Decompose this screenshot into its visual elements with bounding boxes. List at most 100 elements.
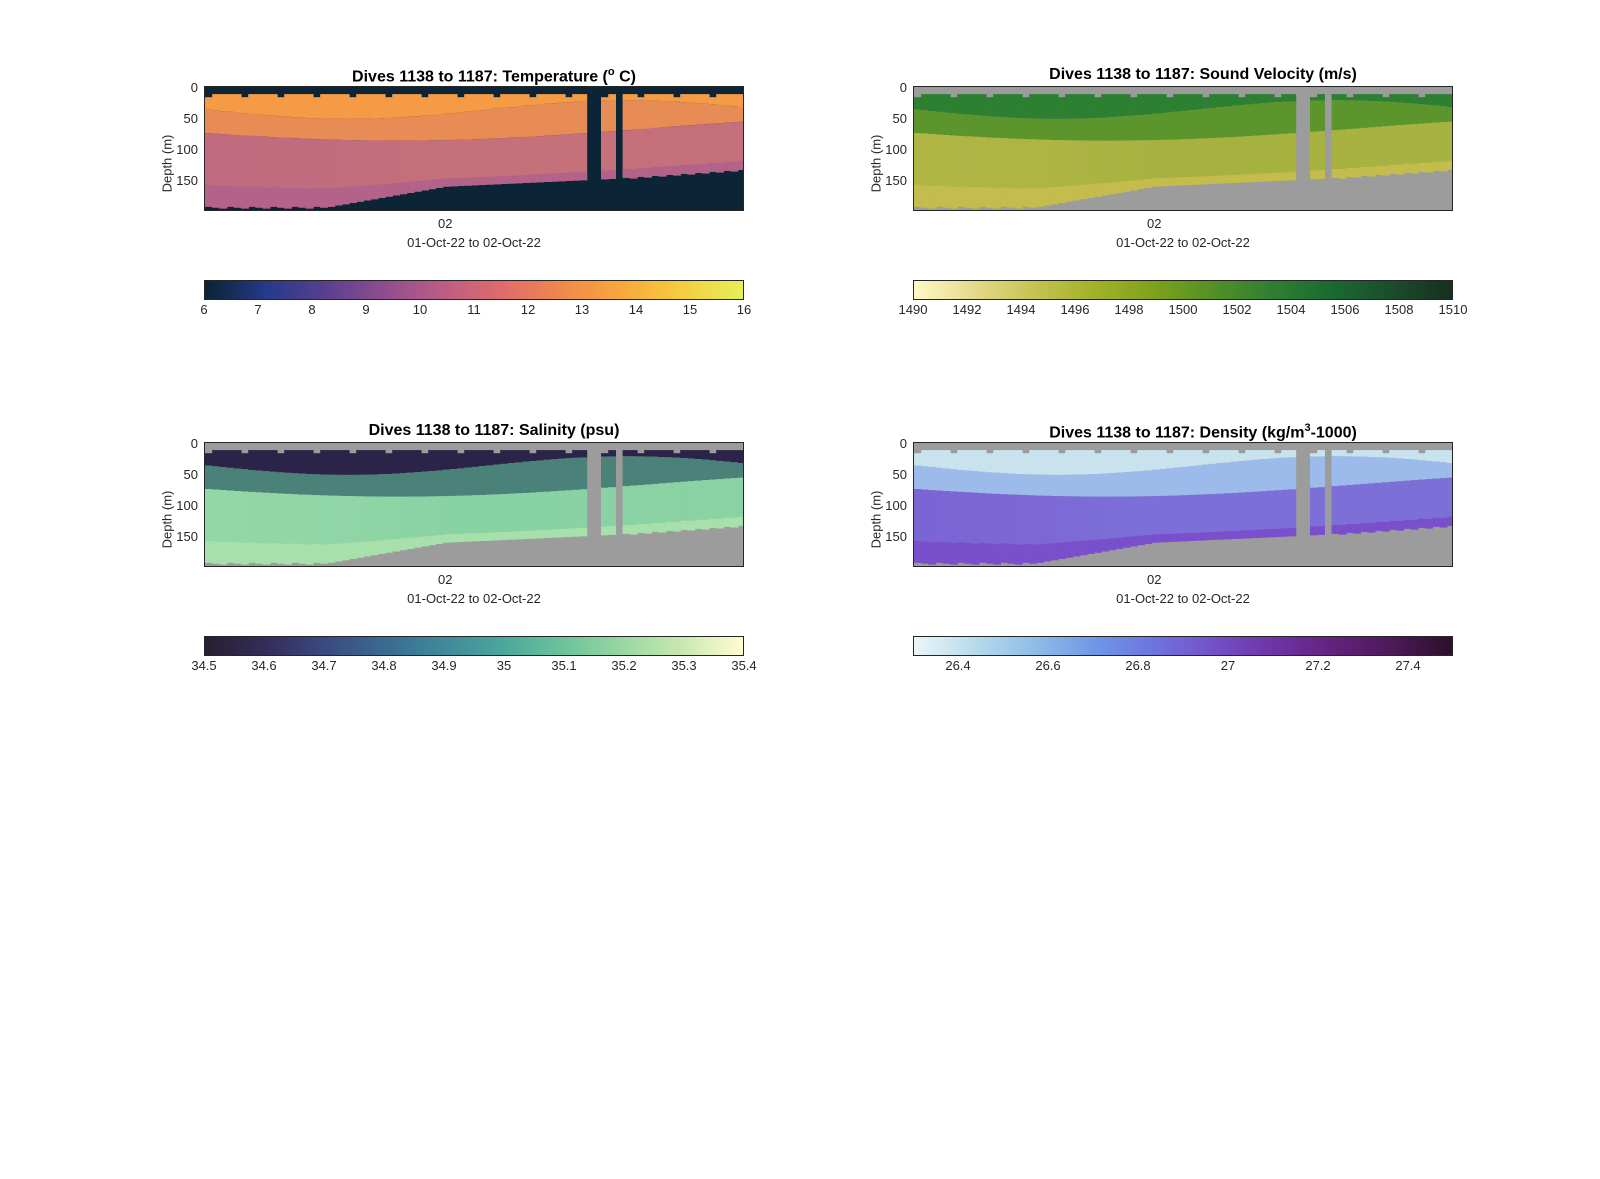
transition-layer-cell	[1180, 110, 1189, 140]
colorbar-swatch	[1115, 637, 1121, 655]
surface-layer-cell	[241, 453, 249, 470]
deep-layer-cell	[1389, 520, 1397, 530]
surface-layer-cell	[1374, 450, 1383, 458]
surface-layer-cell	[730, 94, 739, 107]
transition-layer-cell	[341, 474, 350, 496]
surface-layer-cell	[1432, 94, 1441, 106]
surface-layer-cell	[341, 94, 350, 119]
surface-layer-cell	[928, 450, 937, 468]
transition-layer-cell	[1230, 105, 1239, 137]
transition-layer-cell	[1202, 108, 1210, 139]
colorbar-swatch	[662, 637, 668, 655]
deep-layer-cell	[709, 518, 717, 528]
y-tick-label: 100	[885, 142, 907, 157]
deep-layer-cell	[1266, 134, 1275, 182]
colorbar-swatch	[1447, 281, 1452, 299]
deep-layer-cell	[608, 526, 616, 535]
surface-layer-cell	[1331, 450, 1340, 457]
deep-layer-cell	[978, 137, 987, 207]
colorbar-swatch	[1165, 281, 1171, 299]
colorbar-swatch	[1048, 281, 1054, 299]
deep-layer-cell	[1094, 539, 1102, 553]
transition-layer-cell	[1166, 468, 1174, 496]
surface-layer-cell	[1180, 450, 1189, 467]
colorbar-tick-label: 26.6	[1035, 658, 1061, 673]
surface-layer-cell	[248, 94, 256, 114]
colorbar-swatch	[644, 281, 650, 299]
colorbar-swatch	[254, 281, 260, 299]
transition-layer-cell	[658, 457, 667, 484]
transition-layer-cell	[1000, 473, 1009, 495]
transition-layer-cell	[701, 459, 710, 481]
deep-layer-cell	[320, 188, 328, 208]
deep-layer-cell	[964, 542, 973, 564]
deep-layer-cell	[942, 542, 951, 564]
transition-layer-cell	[233, 468, 242, 492]
surface-layer-cell	[1439, 450, 1448, 463]
deep-layer-cell	[457, 533, 465, 542]
colorbar-swatch	[545, 281, 551, 299]
transition-layer-cell	[1353, 100, 1361, 129]
colorbar-swatch	[290, 281, 296, 299]
surface-layer-cell	[1022, 453, 1030, 475]
colorbar-swatch	[1142, 281, 1148, 299]
deep-layer-cell	[334, 187, 343, 206]
colorbar-swatch	[1044, 637, 1050, 655]
colorbar-swatch	[949, 281, 955, 299]
colorbar-swatch	[1254, 281, 1260, 299]
transition-layer-cell	[1079, 474, 1088, 497]
y-tick-label: 50	[183, 467, 198, 482]
deep-layer-cell	[1382, 482, 1390, 532]
deep-layer-cell	[514, 137, 523, 184]
transition-layer-cell	[1173, 111, 1181, 140]
surface-layer-cell	[248, 450, 256, 470]
colorbar-swatch	[711, 281, 717, 299]
surface-layer-cell	[1058, 453, 1066, 475]
transition-layer-cell	[1238, 461, 1246, 493]
surface-layer-cell	[543, 94, 552, 104]
surface-layer-cell	[392, 450, 400, 474]
deep-layer-cell	[521, 492, 530, 539]
surface-layer-cell	[1446, 94, 1452, 108]
colorbar-swatch	[689, 281, 695, 299]
deep-layer-cell	[1403, 480, 1412, 529]
deep-layer-cell	[507, 493, 516, 540]
deep-layer-cell	[298, 544, 307, 564]
colorbar-swatch	[343, 281, 350, 299]
transition-layer-cell	[313, 118, 321, 140]
transition-layer-cell	[370, 118, 379, 141]
deep-layer-cell	[651, 166, 660, 176]
deep-layer-cell	[1274, 172, 1282, 181]
colorbar-swatch	[648, 637, 654, 655]
transition-layer-cell	[935, 111, 944, 135]
colorbar-swatch	[1380, 637, 1386, 655]
surface-layer-cell	[385, 97, 393, 118]
transition-layer-cell	[421, 115, 429, 141]
transition-layer-cell	[212, 110, 220, 134]
surface-layer-cell	[1288, 94, 1297, 102]
colorbar-swatch	[1214, 637, 1220, 655]
deep-layer-cell	[680, 164, 688, 174]
colorbar-swatch	[478, 281, 484, 299]
surface-layer-cell	[942, 450, 951, 469]
colorbar-swatch	[424, 281, 430, 299]
colorbar-swatch	[491, 281, 498, 299]
colorbar-swatch	[451, 637, 457, 655]
colorbar-tick-label: 10	[412, 302, 428, 317]
colorbar-swatch	[738, 637, 743, 655]
deep-layer-cell	[1338, 485, 1347, 535]
transition-layer-cell	[928, 467, 937, 491]
transition-layer-cell	[964, 470, 973, 493]
surface-layer-cell	[449, 94, 458, 114]
surface-layer-cell	[392, 94, 400, 118]
colorbar-swatch	[1048, 637, 1054, 655]
transition-layer-cell	[723, 461, 732, 479]
colorbar-swatch	[509, 281, 515, 299]
transition-layer-cell	[680, 102, 688, 126]
colorbar-swatch	[523, 281, 529, 299]
colorbar-swatch	[1313, 637, 1319, 655]
deep-layer-cell	[572, 528, 580, 537]
colorbar-swatch	[245, 281, 251, 299]
colorbar-tick-label: 12	[520, 302, 536, 317]
colorbar-swatch	[348, 281, 354, 299]
